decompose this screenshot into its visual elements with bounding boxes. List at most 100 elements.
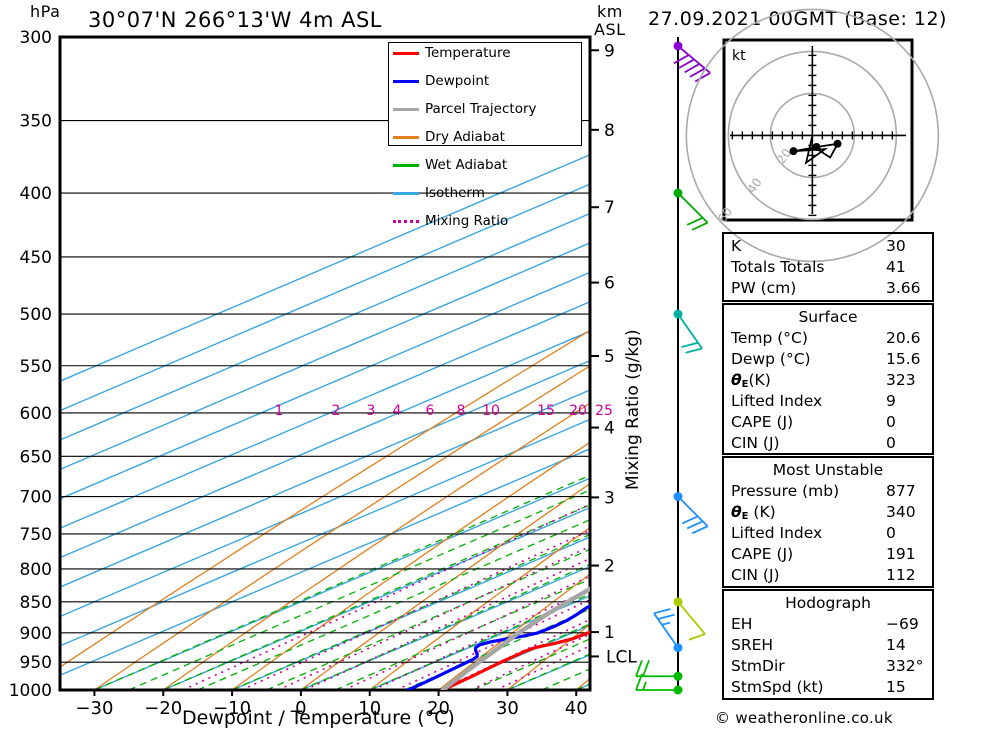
indices-surface-panel: Surface Temp (°C) 20.6 Dewp (°C) 15.6 θE(K) 32… xyxy=(722,303,934,455)
temperature-tick-label: 40 xyxy=(565,698,588,719)
legend-swatch-mixing-ratio xyxy=(393,220,419,223)
pressure-tick-label: 750 xyxy=(20,525,52,545)
height-unit-label-2: ASL xyxy=(594,20,626,39)
copyright-label: © weatheronline.co.uk xyxy=(715,709,893,727)
temperature-tick-label: 10 xyxy=(358,698,381,719)
indices-most-unstable-panel: Most Unstable Pressure (mb) 877 θE (K) 340 Li… xyxy=(722,456,934,588)
profile-line-parcel-trajectory xyxy=(440,586,590,690)
legend-item: Dewpoint xyxy=(389,74,581,88)
chart-legend: Temperature Dewpoint Parcel Trajectory Dry … xyxy=(388,42,582,228)
index-value: 332° xyxy=(886,657,924,675)
height-tick-label: 8 xyxy=(604,121,615,141)
panel-title: Hodograph xyxy=(785,594,871,612)
pressure-tick-label: 950 xyxy=(20,653,52,673)
index-label: Totals Totals xyxy=(731,258,825,276)
profile-line-dewpoint xyxy=(406,604,590,690)
panel-title: Surface xyxy=(798,308,858,326)
legend-swatch-dewpoint xyxy=(393,80,419,83)
temperature-tick-label: 30 xyxy=(496,698,519,719)
legend-swatch-parcel-trajectory xyxy=(393,108,419,111)
legend-item: Isotherm xyxy=(389,186,581,200)
pressure-unit-label: hPa xyxy=(30,2,61,21)
index-label: CAPE (J) xyxy=(731,413,794,431)
temperature-tick-label: −10 xyxy=(213,698,251,719)
legend-item: Wet Adiabat xyxy=(389,158,581,172)
height-tick-label: 2 xyxy=(604,557,615,577)
legend-label: Parcel Trajectory xyxy=(425,101,537,117)
pressure-tick-label: 500 xyxy=(20,305,52,325)
legend-label: Wet Adiabat xyxy=(425,157,508,173)
index-value: 112 xyxy=(886,566,916,584)
pressure-tick-label: 850 xyxy=(20,593,52,613)
index-value: 20.6 xyxy=(886,329,921,347)
pressure-tick-label: 600 xyxy=(20,404,52,424)
index-value: 15 xyxy=(886,678,906,696)
index-label: CIN (J) xyxy=(731,434,780,452)
height-tick-label: 6 xyxy=(604,274,615,294)
index-row: K 30 xyxy=(724,236,932,257)
index-row: EH −69 xyxy=(724,614,932,635)
index-row: θE (K) 340 xyxy=(724,502,932,523)
height-tick-label: 9 xyxy=(604,41,615,61)
index-row: StmSpd (kt) 15 xyxy=(724,677,932,698)
index-label: CAPE (J) xyxy=(731,545,794,563)
index-row: Lifted Index 0 xyxy=(724,523,932,544)
index-row: Lifted Index 9 xyxy=(724,391,932,412)
mixing-ratio-value-label: 25 xyxy=(595,403,613,419)
mixing-ratio-value-label: 1 xyxy=(275,403,284,419)
index-row: CIN (J) 0 xyxy=(724,433,932,454)
pressure-tick-label: 350 xyxy=(20,112,52,132)
legend-item: Parcel Trajectory xyxy=(389,102,581,116)
pressure-tick-label: 650 xyxy=(20,447,52,467)
pressure-tick-label: 300 xyxy=(20,28,52,48)
mixing-ratio-value-label: 6 xyxy=(426,403,435,419)
index-label: Temp (°C) xyxy=(731,329,808,347)
indices-basic-panel: K 30 Totals Totals 41 PW (cm) 3.66 xyxy=(722,232,934,302)
mixing-ratio-value-label: 3 xyxy=(367,403,376,419)
index-row: Temp (°C) 20.6 xyxy=(724,328,932,349)
index-row: θE(K) 323 xyxy=(724,370,932,391)
index-label: PW (cm) xyxy=(731,279,797,297)
legend-swatch-temperature xyxy=(393,52,419,55)
indices-hodograph-panel: Hodograph EH −69 SREH 14 StmDir 332° StmSpd (kt… xyxy=(722,589,934,700)
index-value: 14 xyxy=(886,636,906,654)
index-row: Pressure (mb) 877 xyxy=(724,481,932,502)
mixing-ratio-value-label: 15 xyxy=(537,403,555,419)
index-value: 191 xyxy=(886,545,916,563)
index-label: θE (K) xyxy=(731,503,776,522)
datetime-label: 27.09.2021 00GMT (Base: 12) xyxy=(648,8,947,30)
legend-label: Dry Adiabat xyxy=(425,129,505,145)
index-value: 30 xyxy=(886,237,906,255)
pressure-tick-label: 800 xyxy=(20,560,52,580)
index-value: 0 xyxy=(886,524,896,542)
index-value: 0 xyxy=(886,413,896,431)
pressure-tick-label: 1000 xyxy=(9,681,52,701)
station-title: 30°07'N 266°13'W 4m ASL xyxy=(88,8,383,32)
index-value: −69 xyxy=(886,615,919,633)
index-row: Dewp (°C) 15.6 xyxy=(724,349,932,370)
mixing-ratio-value-label: 10 xyxy=(482,403,500,419)
temperature-tick-label: 0 xyxy=(295,698,306,719)
index-label: Dewp (°C) xyxy=(731,350,811,368)
legend-label: Temperature xyxy=(425,45,511,61)
legend-swatch-dry-adiabat xyxy=(393,136,419,139)
index-label: K xyxy=(731,237,742,255)
mixing-ratio-value-label: 20 xyxy=(569,403,587,419)
height-unit-label-1: km xyxy=(597,2,623,21)
mixing-ratio-value-label: 8 xyxy=(457,403,466,419)
legend-item: Dry Adiabat xyxy=(389,130,581,144)
pressure-tick-label: 700 xyxy=(20,488,52,508)
legend-swatch-isotherm xyxy=(393,192,419,195)
legend-item: Mixing Ratio xyxy=(389,214,581,228)
height-tick-label: 5 xyxy=(604,347,615,367)
legend-swatch-wet-adiabat xyxy=(393,164,419,167)
height-tick-label: 1 xyxy=(604,623,615,643)
index-label: SREH xyxy=(731,636,774,654)
index-value: 9 xyxy=(886,392,896,410)
panel-title: Most Unstable xyxy=(772,461,884,479)
index-label: EH xyxy=(731,615,753,633)
height-tick-label: 3 xyxy=(604,488,615,508)
index-label: θE(K) xyxy=(731,371,771,390)
height-tick-label: 7 xyxy=(604,198,615,218)
